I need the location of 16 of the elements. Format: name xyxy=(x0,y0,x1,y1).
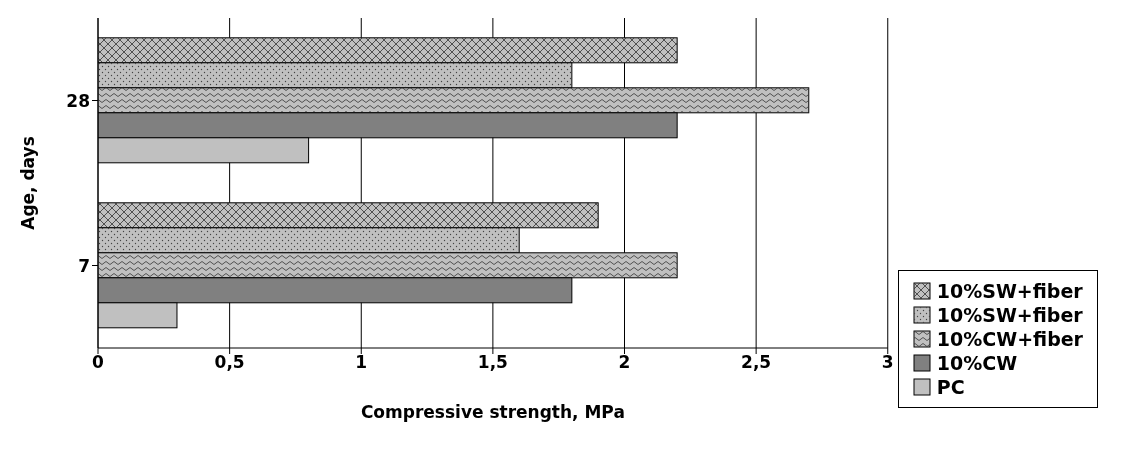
x-tick-label: 0,5 xyxy=(214,352,245,373)
y-tick-label: 28 xyxy=(66,90,90,111)
legend-label: 10%CW+fiber xyxy=(936,327,1083,351)
x-tick-label: 3 xyxy=(881,352,894,373)
x-tick-label: 2,5 xyxy=(741,352,772,373)
legend-label: PC xyxy=(936,375,965,399)
y-axis-title: Age, days xyxy=(18,136,39,230)
x-tick-label: 0 xyxy=(92,352,105,373)
y-tick-label: 7 xyxy=(78,255,90,276)
legend-label: 10%SW+fiber xyxy=(936,279,1083,303)
x-tick-label: 1,5 xyxy=(477,352,508,373)
legend-label: 10%SW+fiber xyxy=(936,303,1083,327)
x-tick-label: 1 xyxy=(355,352,368,373)
x-axis-title: Compressive strength, MPa xyxy=(360,402,625,422)
legend-label: 10%CW xyxy=(936,351,1018,375)
x-tick-label: 2 xyxy=(618,352,631,373)
